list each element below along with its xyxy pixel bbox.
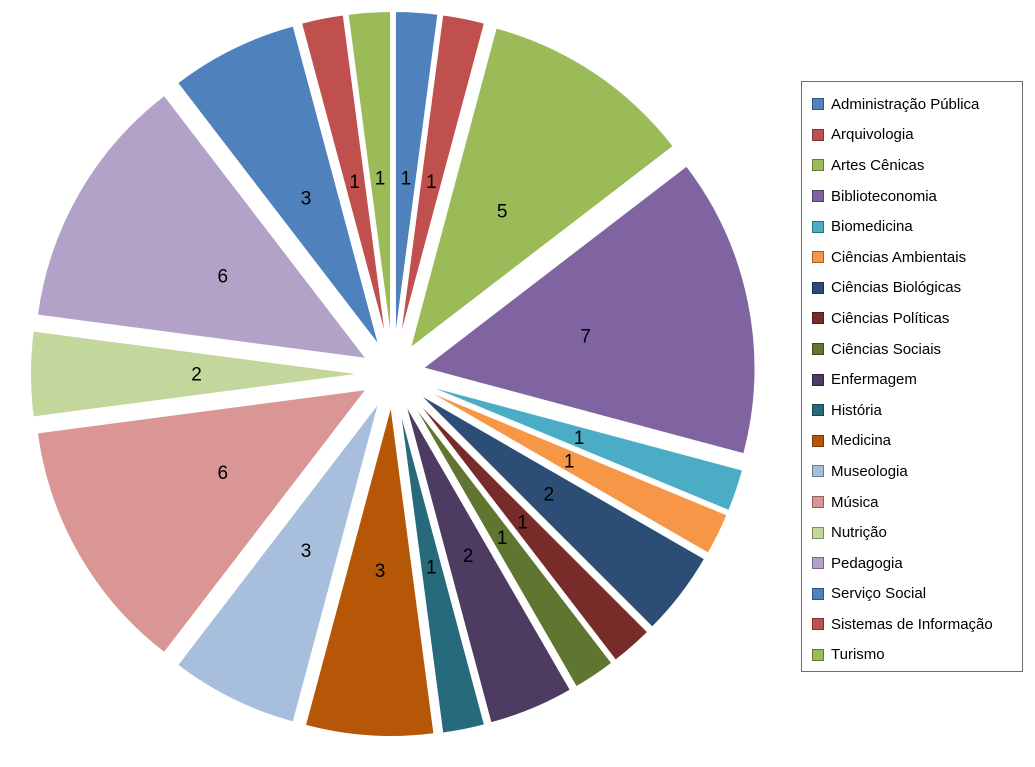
slice-value-label-medicina: 3 <box>375 561 386 582</box>
legend-item-label: Ciências Sociais <box>831 340 942 358</box>
legend-item-label: Administração Pública <box>831 95 980 113</box>
slice-value-label-pedagogia: 6 <box>218 266 229 287</box>
legend-item-label: Arquivologia <box>831 126 914 144</box>
pie-slice-enfermagem <box>403 400 572 725</box>
legend-item-biblioteconomia: Biblioteconomia <box>812 181 1022 212</box>
pie-slice-servico-social <box>176 24 381 349</box>
legend-item-ciencias-ambientais: Ciências Ambientais <box>812 242 1022 273</box>
chart-legend-items: Administração Pública Arquivologia Artes C… <box>812 89 1022 670</box>
legend-item-label: Sistemas de Informação <box>831 615 993 633</box>
legend-color-swatch <box>812 557 824 570</box>
legend-item-turismo: Turismo <box>812 640 1022 671</box>
legend-item-label: Pedagogia <box>831 554 903 572</box>
legend-item-administracao-publica: Administração Pública <box>812 89 1022 120</box>
legend-item-artes-cenicas: Artes Cênicas <box>812 150 1022 181</box>
slice-value-label-sistemas-de-informacao: 1 <box>349 172 360 193</box>
legend-color-swatch <box>812 251 824 264</box>
slice-value-label-museologia: 3 <box>301 541 312 562</box>
pie-slice-nutricao <box>29 329 364 419</box>
slice-value-label-servico-social: 3 <box>301 188 312 209</box>
legend-item-label: Medicina <box>831 432 892 450</box>
legend-item-label: Ciências Políticas <box>831 309 950 327</box>
legend-color-swatch <box>812 128 824 141</box>
slice-value-label-arquivologia: 1 <box>426 172 437 193</box>
pie-slice-ciencias-politicas <box>411 395 650 662</box>
legend-color-swatch <box>812 373 824 386</box>
legend-item-label: Artes Cênicas <box>831 156 925 174</box>
legend-color-swatch <box>812 526 824 539</box>
slice-value-label-administracao-publica: 1 <box>401 169 412 190</box>
legend-color-swatch <box>812 648 824 661</box>
legend-color-swatch <box>812 159 824 172</box>
legend-item-ciencias-sociais: Ciências Sociais <box>812 334 1022 365</box>
legend-item-arquivologia: Arquivologia <box>812 120 1022 151</box>
slice-value-label-enfermagem: 2 <box>463 546 474 567</box>
pie-slice-ciencias-sociais <box>408 397 614 689</box>
legend-item-servico-social: Serviço Social <box>812 579 1022 610</box>
legend-item-label: Biomedicina <box>831 218 913 236</box>
legend-color-swatch <box>812 343 824 356</box>
legend-color-swatch <box>812 587 824 600</box>
pie-slice-arquivologia <box>397 13 487 346</box>
legend-color-swatch <box>812 190 824 203</box>
legend-color-swatch <box>812 496 824 509</box>
legend-item-biomedicina: Biomedicina <box>812 211 1022 242</box>
legend-item-ciencias-politicas: Ciências Políticas <box>812 303 1022 334</box>
chart-legend: Administração Pública Arquivologia Artes C… <box>801 81 1023 672</box>
legend-color-swatch <box>812 312 824 325</box>
pie-slice-sistemas-de-informacao <box>299 13 389 346</box>
pie-slice-ciencias-ambientais <box>418 386 729 555</box>
legend-item-ciencias-biologicas: Ciências Biológicas <box>812 273 1022 304</box>
legend-item-label: Biblioteconomia <box>831 187 937 205</box>
legend-item-sistemas-de-informacao: Sistemas de Informação <box>812 609 1022 640</box>
pie-slice-musica <box>35 388 369 655</box>
slice-value-label-nutricao: 2 <box>191 365 202 386</box>
legend-color-swatch <box>812 618 824 631</box>
legend-item-label: Nutrição <box>831 524 887 542</box>
legend-color-swatch <box>812 465 824 478</box>
legend-item-museologia: Museologia <box>812 456 1022 487</box>
slice-value-label-ciencias-biologicas: 2 <box>544 484 555 505</box>
pie-slice-pedagogia <box>35 93 369 360</box>
slice-value-label-biblioteconomia: 7 <box>580 326 591 347</box>
legend-color-swatch <box>812 220 824 233</box>
legend-item-label: Ciências Biológicas <box>831 279 962 297</box>
legend-item-label: Música <box>831 493 879 511</box>
legend-item-label: História <box>831 401 882 419</box>
slice-value-label-turismo: 1 <box>375 169 386 190</box>
pie-slice-biblioteconomia <box>421 164 757 456</box>
pie-slice-medicina <box>303 402 436 738</box>
pie-slice-biomedicina <box>420 382 745 513</box>
legend-item-nutricao: Nutrição <box>812 517 1022 548</box>
legend-item-pedagogia: Pedagogia <box>812 548 1022 579</box>
legend-item-label: Turismo <box>831 646 885 664</box>
pie-slice-museologia <box>176 399 381 724</box>
slice-value-label-artes-cenicas: 5 <box>497 201 508 222</box>
slice-value-label-biomedicina: 1 <box>574 428 585 449</box>
slice-value-label-ciencias-politicas: 1 <box>517 512 528 533</box>
slice-value-label-musica: 6 <box>218 463 229 484</box>
legend-color-swatch <box>812 98 824 111</box>
legend-item-label: Museologia <box>831 462 908 480</box>
legend-item-label: Serviço Social <box>831 585 927 603</box>
legend-color-swatch <box>812 434 824 447</box>
slice-value-label-historia: 1 <box>426 557 437 578</box>
slice-value-label-ciencias-sociais: 1 <box>497 528 508 549</box>
legend-item-musica: Música <box>812 487 1022 518</box>
legend-color-swatch <box>812 404 824 417</box>
slice-value-label-ciencias-ambientais: 1 <box>564 452 575 473</box>
pie-slice-administracao-publica <box>393 10 440 346</box>
legend-item-medicina: Medicina <box>812 426 1022 457</box>
legend-item-label: Ciências Ambientais <box>831 248 967 266</box>
pie-slice-historia <box>397 402 487 735</box>
pie-slice-artes-cenicas <box>408 26 675 351</box>
pie-slice-ciencias-biologicas <box>415 391 707 629</box>
legend-item-enfermagem: Enfermagem <box>812 364 1022 395</box>
legend-item-label: Enfermagem <box>831 371 917 389</box>
legend-item-historia: História <box>812 395 1022 426</box>
legend-color-swatch <box>812 281 824 294</box>
pie-slice-turismo <box>346 10 393 346</box>
